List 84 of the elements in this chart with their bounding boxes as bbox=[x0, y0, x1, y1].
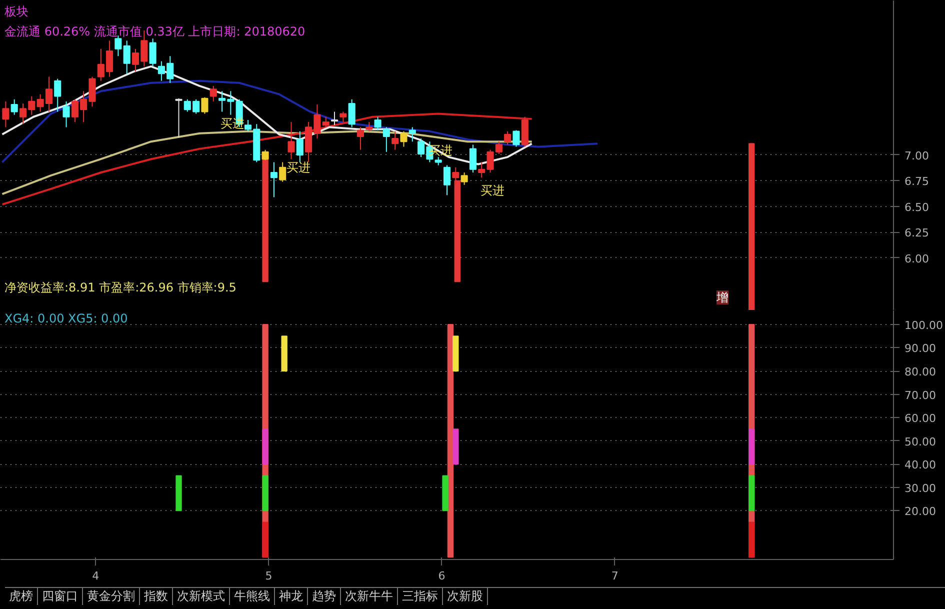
candlestick bbox=[382, 126, 390, 152]
bar bbox=[176, 475, 182, 512]
bar bbox=[452, 428, 459, 465]
y-tick-label: 40.00 bbox=[904, 458, 936, 472]
candlestick bbox=[504, 130, 512, 146]
candlestick bbox=[443, 164, 451, 196]
text: 神龙 bbox=[275, 588, 308, 605]
candlestick bbox=[10, 98, 18, 116]
candlestick bbox=[356, 126, 364, 150]
y-tick-label: 90.00 bbox=[904, 342, 936, 356]
x-tick-label: 4 bbox=[92, 570, 100, 582]
bar bbox=[262, 522, 268, 558]
candlestick bbox=[123, 40, 130, 74]
candlestick bbox=[296, 130, 304, 163]
text: 次新牛牛 bbox=[341, 588, 398, 605]
annotation: XG4: 0.00 XG5: 0.00 bbox=[4, 312, 128, 326]
x-tick-label: 5 bbox=[265, 570, 272, 582]
text: 次新模式 bbox=[173, 588, 230, 605]
annotation: 买进 bbox=[428, 144, 452, 158]
candlestick bbox=[366, 122, 373, 132]
bar bbox=[748, 522, 755, 558]
text: 牛熊线 bbox=[230, 588, 275, 605]
candlestick bbox=[279, 162, 286, 182]
candlestick bbox=[288, 122, 295, 160]
annotation: 金流通 60.26% 流通市值 0.33亿 上市日期: 20180620 bbox=[4, 24, 306, 38]
text: 指数 bbox=[140, 588, 173, 605]
bar bbox=[452, 336, 459, 372]
candlestick bbox=[400, 130, 408, 148]
text: 黄金分割 bbox=[83, 588, 140, 605]
y-tick-label: 60.00 bbox=[904, 412, 936, 426]
y-tick-label: 30.00 bbox=[904, 482, 936, 495]
candlestick bbox=[149, 38, 156, 67]
candlestick bbox=[512, 130, 520, 148]
bar bbox=[262, 475, 268, 512]
bar bbox=[748, 475, 755, 512]
candlestick bbox=[201, 96, 208, 114]
y-tick-label: 80.00 bbox=[904, 366, 936, 379]
candlestick bbox=[469, 144, 476, 173]
annotation: 增 bbox=[716, 290, 728, 304]
candlestick bbox=[322, 116, 330, 128]
bar bbox=[442, 475, 448, 512]
candlestick bbox=[262, 149, 269, 161]
candlestick bbox=[374, 116, 382, 131]
candlestick bbox=[54, 78, 62, 112]
candlestick bbox=[348, 98, 356, 128]
bar bbox=[281, 336, 288, 372]
y-tick-label: 50.00 bbox=[904, 435, 936, 448]
annotation: 板块 bbox=[4, 4, 28, 18]
annotation: 净资收益率:8.91 市盈率:26.96 市销率:9.5 bbox=[4, 280, 236, 294]
candlestick bbox=[270, 162, 278, 198]
candlestick bbox=[175, 98, 182, 138]
annotation: 买进 bbox=[286, 160, 310, 174]
y-tick-label: 70.00 bbox=[904, 388, 936, 402]
text: 四窗口 bbox=[38, 588, 83, 605]
line-series bbox=[1, 80, 599, 164]
candlestick bbox=[330, 111, 338, 126]
candlestick bbox=[340, 111, 347, 123]
line-series bbox=[1, 130, 533, 196]
y-tick-label: 6.00 bbox=[904, 252, 929, 266]
y-tick-label: 6.50 bbox=[904, 200, 929, 214]
candlestick bbox=[2, 100, 10, 128]
y-tick-label: 100.00 bbox=[904, 318, 943, 332]
line-series bbox=[1, 112, 533, 206]
candlestick bbox=[460, 172, 468, 186]
y-tick-label: 6.25 bbox=[904, 226, 929, 240]
candlestick bbox=[114, 35, 122, 57]
y-tick-label: 7.00 bbox=[904, 149, 929, 162]
text: 三指标 bbox=[398, 588, 443, 605]
candlestick bbox=[392, 130, 399, 150]
candlestick bbox=[408, 126, 416, 142]
x-tick-label: 6 bbox=[438, 570, 446, 582]
text: 次新股 bbox=[443, 588, 488, 605]
bar bbox=[748, 143, 755, 310]
y-tick-label: 20.00 bbox=[904, 505, 936, 518]
bar bbox=[748, 428, 755, 465]
candlestick bbox=[210, 85, 217, 102]
annotation: 买进 bbox=[480, 184, 504, 198]
y-tick-label: 6.75 bbox=[904, 175, 929, 188]
text: 虎榜 bbox=[5, 588, 38, 605]
x-tick-label: 7 bbox=[611, 570, 618, 582]
bar bbox=[447, 324, 454, 558]
bar bbox=[262, 428, 268, 465]
candlestick bbox=[62, 100, 70, 128]
text: 趋势 bbox=[308, 588, 341, 605]
